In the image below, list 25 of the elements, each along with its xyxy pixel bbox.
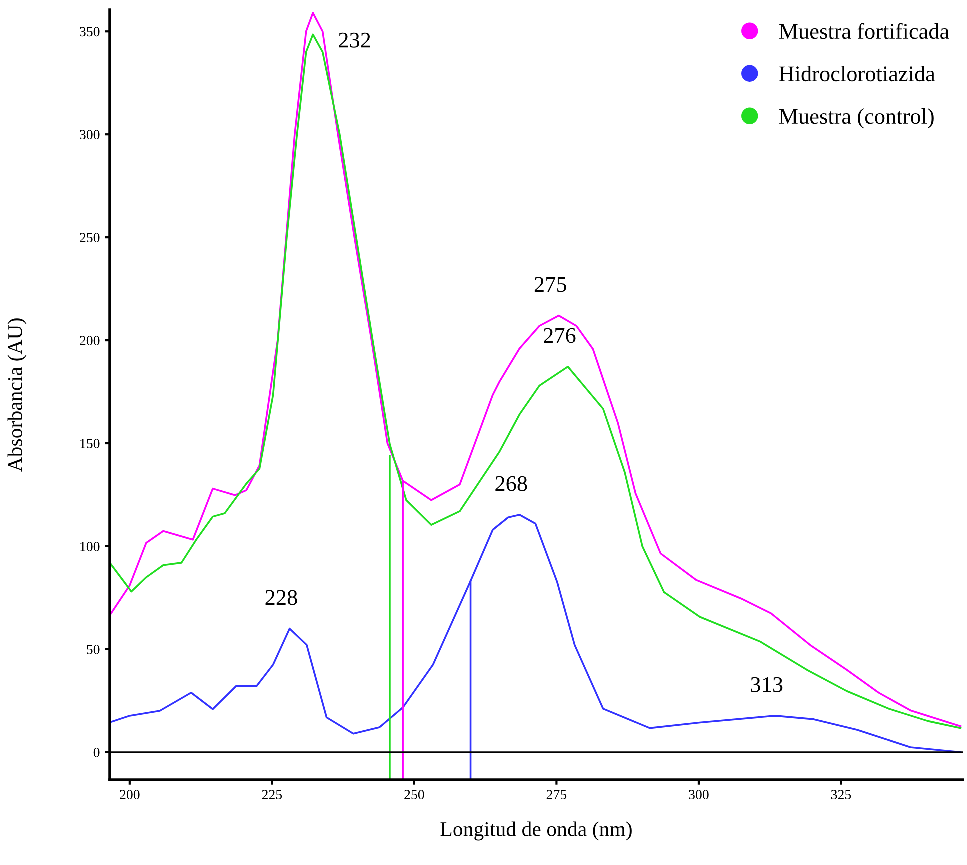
x-axis-title: Longitud de onda (nm) — [440, 822, 632, 841]
y-tick-label: 50 — [87, 645, 100, 654]
legend-label: Hidroclorotiazida — [779, 66, 936, 82]
legend-label: Muestra fortificada — [779, 23, 950, 40]
annotation: 276 — [544, 328, 576, 344]
x-tick-label: 325 — [831, 790, 852, 800]
annotation: 232 — [339, 32, 370, 48]
annotation: 313 — [751, 677, 783, 692]
x-tick-label: 300 — [689, 790, 709, 800]
y-tick-label: 250 — [80, 233, 100, 243]
x-tick-label: 200 — [120, 790, 140, 800]
x-tick-label: 275 — [546, 790, 567, 800]
y-tick-label: 0 — [94, 748, 100, 758]
y-axis-title: Absorbancia (AU) — [8, 318, 27, 472]
y-tick-label: 300 — [80, 130, 100, 140]
annotation: 228 — [266, 590, 298, 606]
x-tick-label: 250 — [404, 790, 424, 800]
y-tick-label: 100 — [80, 542, 100, 552]
annotation: 275 — [534, 277, 566, 292]
x-tick-label: 225 — [262, 790, 282, 800]
y-tick-label: 150 — [80, 439, 100, 448]
y-tick-label: 350 — [80, 27, 100, 37]
y-tick-label: 200 — [80, 336, 100, 346]
legend-label: Muestra (control) — [779, 108, 934, 129]
annotation: 268 — [496, 476, 528, 492]
